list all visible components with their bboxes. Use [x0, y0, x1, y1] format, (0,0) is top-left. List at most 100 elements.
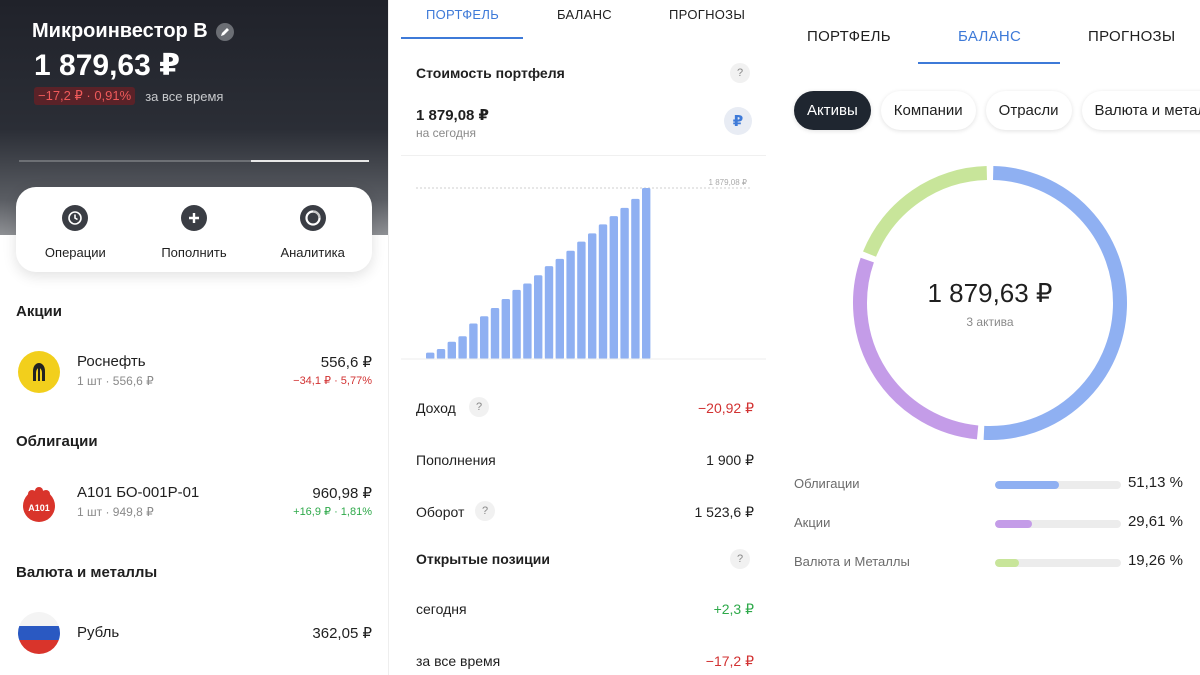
donut-total: 1 879,63 ₽	[927, 278, 1053, 308]
position-value-today: +2,3 ₽	[713, 601, 754, 617]
chart-bar[interactable]	[458, 336, 467, 359]
stat-label-turnover: Оборот	[416, 504, 465, 520]
quick-actions: Операции Пополнить Аналитика	[16, 187, 372, 272]
bar-chart: 1 879,08 ₽	[401, 178, 766, 360]
legend-label: Акции	[794, 515, 831, 530]
chart-bar[interactable]	[609, 216, 618, 359]
chip-currency-metals[interactable]: Валюта и металлы	[1081, 91, 1200, 130]
chart-bar[interactable]	[566, 250, 575, 359]
chip-companies[interactable]: Компании	[880, 91, 976, 130]
legend-bar-fill	[995, 481, 1060, 489]
stat-label-deposits: Пополнения	[416, 452, 496, 468]
analytics-button[interactable]: Аналитика	[258, 205, 368, 272]
section-title-bonds: Облигации	[16, 433, 98, 450]
chart-bar[interactable]	[501, 298, 510, 359]
portfolio-value-title: Стоимость портфеля	[416, 65, 565, 81]
portfolio-stats-panel: ПОРТФЕЛЬ БАЛАНС ПРОГНОЗЫ Стоимость портф…	[388, 0, 776, 675]
legend-bar	[995, 559, 1121, 567]
chip-assets[interactable]: Активы	[794, 91, 871, 130]
legend-row-currency: Валюта и Металлы 19,26 %	[776, 551, 1200, 573]
asset-change: −34,1 ₽ · 5,77%	[293, 375, 372, 387]
tab-balance[interactable]: БАЛАНС	[557, 7, 612, 22]
chip-sectors[interactable]: Отрасли	[985, 91, 1072, 130]
chart-bar[interactable]	[620, 207, 629, 359]
operations-button[interactable]: Операции	[20, 205, 130, 272]
portfolio-panel: Микроинвестор В 1 879,63 ₽ −17,2 ₽ · 0,9…	[0, 0, 388, 675]
currency-switch-button[interactable]: ₽	[724, 107, 752, 135]
legend-label: Валюта и Металлы	[794, 554, 910, 569]
portfolio-value-date: на сегодня	[416, 126, 476, 140]
help-icon[interactable]: ?	[730, 549, 750, 569]
legend-bar-fill	[995, 559, 1020, 567]
tab-forecasts[interactable]: ПРОГНОЗЫ	[1088, 28, 1176, 45]
legend-row-bonds: Облигации 51,13 %	[776, 473, 1200, 495]
chart-bar[interactable]	[480, 316, 489, 359]
chart-bar[interactable]	[436, 348, 446, 359]
portfolio-change: −17,2 ₽ · 0,91% за все время	[34, 87, 223, 105]
help-icon[interactable]: ?	[730, 63, 750, 83]
help-icon[interactable]: ?	[469, 397, 489, 417]
balance-panel: ПОРТФЕЛЬ БАЛАНС ПРОГНОЗЫ Активы Компании…	[776, 0, 1200, 675]
chart-bar[interactable]	[588, 233, 597, 359]
stat-value-income: −20,92 ₽	[697, 400, 754, 416]
asset-value: 556,6 ₽	[320, 354, 372, 371]
position-label-alltime: за все время	[416, 653, 501, 669]
chart-bar[interactable]	[447, 341, 456, 359]
asset-quantity: 1 шт · 949,8 ₽	[77, 505, 154, 519]
portfolio-value-chart: 1 879,08 ₽	[401, 155, 766, 360]
help-icon[interactable]: ?	[475, 501, 495, 521]
legend-bar-fill	[995, 520, 1033, 528]
chart-bar[interactable]	[490, 308, 500, 359]
max-value-label: 1 879,08 ₽	[709, 178, 747, 187]
asset-row-ruble[interactable]: Рубль 362,05 ₽	[0, 608, 388, 658]
stat-value-deposits: 1 900 ₽	[706, 452, 754, 468]
legend-percent: 51,13 %	[1127, 474, 1183, 491]
portfolio-value: 1 879,08 ₽	[416, 107, 489, 124]
asset-row-a101[interactable]: A101 А101 БО-001Р-01 1 шт · 949,8 ₽ 960,…	[0, 478, 388, 528]
donut-segment-stocks[interactable]	[853, 257, 979, 440]
change-period: за все время	[145, 88, 224, 104]
clock-icon	[62, 205, 89, 231]
rosneft-logo-icon	[18, 351, 60, 393]
asset-value: 960,98 ₽	[312, 485, 372, 502]
page-indicator	[19, 160, 369, 162]
chart-bar[interactable]	[577, 241, 586, 359]
chart-bar[interactable]	[534, 275, 543, 359]
section-title-currency: Валюта и металлы	[16, 564, 158, 581]
chart-bar[interactable]	[426, 352, 435, 359]
chart-bar[interactable]	[642, 188, 651, 359]
tab-forecasts[interactable]: ПРОГНОЗЫ	[669, 7, 746, 22]
asset-value: 362,05 ₽	[312, 625, 372, 642]
position-value-alltime: −17,2 ₽	[705, 653, 754, 669]
chart-bar[interactable]	[512, 289, 521, 359]
stat-value-turnover: 1 523,6 ₽	[694, 504, 754, 520]
stat-label-income: Доход	[416, 400, 456, 416]
chart-bar[interactable]	[544, 266, 554, 359]
chart-bar[interactable]	[469, 323, 478, 359]
a101-logo-icon: A101	[18, 482, 60, 524]
asset-quantity: 1 шт · 556,6 ₽	[77, 374, 154, 388]
asset-change: +16,9 ₽ · 1,81%	[293, 506, 372, 518]
section-title-stocks: Акции	[16, 303, 63, 320]
asset-row-rosneft[interactable]: Роснефть 1 шт · 556,6 ₽ 556,6 ₽ −34,1 ₽ …	[0, 347, 388, 397]
russia-flag-icon	[18, 612, 60, 654]
chart-bar[interactable]	[598, 224, 608, 359]
portfolio-name: Микроинвестор В	[32, 20, 208, 42]
position-label-today: сегодня	[416, 601, 467, 617]
active-tab-indicator	[918, 62, 1060, 64]
portfolio-total: 1 879,63 ₽	[34, 49, 180, 82]
tab-portfolio[interactable]: ПОРТФЕЛЬ	[807, 28, 891, 45]
donut-segment-currency[interactable]	[863, 166, 988, 257]
filter-chips: Активы Компании Отрасли Валюта и металлы	[794, 91, 1200, 130]
donut-asset-count: 3 актива	[966, 315, 1014, 329]
tab-balance[interactable]: БАЛАНС	[958, 28, 1022, 45]
allocation-donut-chart	[853, 166, 1127, 440]
chart-bar[interactable]	[523, 283, 532, 359]
pencil-icon[interactable]	[215, 22, 234, 41]
top-up-button[interactable]: Пополнить	[139, 205, 249, 272]
legend-row-stocks: Акции 29,61 %	[776, 512, 1200, 534]
chart-bar[interactable]	[631, 198, 640, 359]
tab-portfolio[interactable]: ПОРТФЕЛЬ	[426, 7, 500, 22]
donut-segment-bonds[interactable]	[983, 166, 1127, 440]
chart-bar[interactable]	[555, 258, 564, 359]
